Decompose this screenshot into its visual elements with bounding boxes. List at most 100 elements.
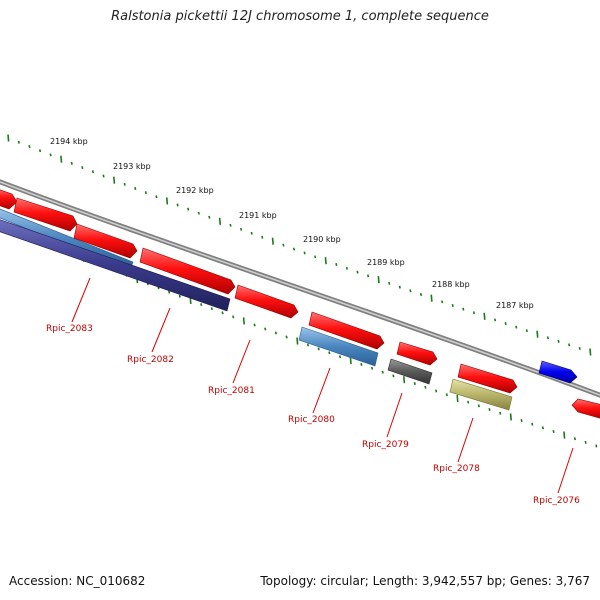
ruler-minor-tick xyxy=(441,300,444,304)
ruler-minor-tick xyxy=(303,251,306,255)
ruler-minor-tick xyxy=(525,329,528,333)
ruler-minor-tick xyxy=(49,153,52,157)
ruler-minor-tick xyxy=(134,187,137,190)
ruler-major-tick xyxy=(349,357,352,365)
ruler-minor-tick xyxy=(285,335,288,339)
cds-arrow xyxy=(234,284,299,319)
ruler-label: 2187 kbp xyxy=(496,301,534,310)
ruler-minor-tick xyxy=(123,182,126,186)
ruler-label: 2189 kbp xyxy=(367,258,405,267)
ruler-minor-tick xyxy=(102,174,105,178)
ruler-minor-tick xyxy=(413,382,416,385)
ruler-minor-tick xyxy=(546,336,550,340)
feature-dark-blue-long xyxy=(0,219,231,312)
ruler-major-tick xyxy=(563,431,566,439)
callout-line xyxy=(232,339,251,384)
ruler-minor-tick xyxy=(515,325,518,329)
ruler-minor-tick xyxy=(314,255,317,259)
cds-arrow xyxy=(0,189,18,210)
ruler-major-tick xyxy=(456,394,459,403)
ruler-major-tick xyxy=(430,294,433,302)
ruler-minor-tick xyxy=(253,323,256,327)
ruler-minor-tick xyxy=(240,227,243,231)
ruler-minor-tick xyxy=(229,223,232,227)
cds-arrow xyxy=(457,363,518,394)
ruler-minor-tick xyxy=(488,408,491,412)
ruler-minor-tick xyxy=(91,170,95,174)
ruler-minor-tick xyxy=(70,161,73,165)
ruler-minor-tick xyxy=(17,140,20,144)
ruler-major-tick xyxy=(60,155,63,163)
ruler-minor-tick xyxy=(552,429,555,433)
ruler-label: 2193 kbp xyxy=(113,162,151,171)
ruler-minor-tick xyxy=(274,331,278,335)
ruler-minor-tick xyxy=(306,343,310,347)
ruler-minor-tick xyxy=(155,195,158,199)
cds-arrow xyxy=(13,197,78,232)
ruler-minor-tick xyxy=(345,266,348,270)
gene-label[interactable]: Rpic_2078 xyxy=(433,464,480,474)
ruler-minor-tick xyxy=(595,444,598,448)
ruler-minor-tick xyxy=(292,247,296,251)
ruler-minor-tick xyxy=(541,426,544,430)
ruler-minor-tick xyxy=(250,231,253,235)
gene-bar-steel-blue xyxy=(298,326,379,367)
ruler-minor-tick xyxy=(197,211,200,215)
ruler-minor-tick xyxy=(445,393,448,397)
ruler-major-tick xyxy=(218,217,222,225)
ruler-major-tick xyxy=(296,337,299,345)
ruler-minor-tick xyxy=(360,362,363,366)
cds-arrow xyxy=(139,247,236,295)
ruler-minor-tick xyxy=(499,411,502,415)
ruler-major-tick xyxy=(509,413,512,421)
ruler-minor-tick xyxy=(232,315,235,319)
ruler-minor-tick xyxy=(388,281,391,285)
ruler-minor-tick xyxy=(578,346,581,350)
ruler-minor-tick xyxy=(261,235,264,239)
feature-blue-arrow xyxy=(538,360,578,384)
ruler-minor-tick xyxy=(168,290,171,294)
ruler-minor-tick xyxy=(435,389,438,393)
map-title: Ralstonia pickettii 12J chromosome 1, co… xyxy=(111,9,489,24)
callout-line xyxy=(71,277,91,323)
gene-label[interactable]: Rpic_2082 xyxy=(127,355,174,365)
ruler-minor-tick xyxy=(520,419,523,423)
accession-text: Accession: NC_010682 xyxy=(9,574,146,588)
genome-summary-text: Topology: circular; Length: 3,942,557 bp… xyxy=(260,574,590,588)
ruler-major-tick xyxy=(483,312,486,320)
gene-label[interactable]: Rpic_2081 xyxy=(208,386,255,396)
ruler-minor-tick xyxy=(409,289,412,293)
ruler-major-tick xyxy=(377,276,380,284)
gene-label[interactable]: Rpic_2076 xyxy=(533,496,580,506)
ruler-minor-tick xyxy=(557,339,560,343)
gene-label[interactable]: Rpic_2079 xyxy=(362,440,409,450)
ruler-major-tick xyxy=(324,257,327,265)
ruler-minor-tick xyxy=(573,437,577,441)
ruler-minor-tick xyxy=(381,370,384,374)
ruler-minor-tick xyxy=(356,270,359,274)
ruler-minor-tick xyxy=(504,322,507,325)
callout-line xyxy=(151,307,171,353)
ruler-minor-tick xyxy=(584,440,587,444)
ruler-minor-tick xyxy=(328,351,331,355)
cds-arrow xyxy=(73,223,138,259)
backbone-inner xyxy=(0,181,600,396)
ruler-minor-tick xyxy=(28,144,31,148)
gene-label[interactable]: Rpic_2080 xyxy=(288,415,335,425)
gene-label[interactable]: Rpic_2083 xyxy=(46,324,93,334)
gene-callouts xyxy=(71,277,574,494)
ruler-minor-tick xyxy=(338,355,342,359)
ruler-minor-tick xyxy=(210,307,213,311)
ruler-label: 2188 kbp xyxy=(432,280,470,289)
ruler-minor-tick xyxy=(335,263,338,266)
ruler-minor-tick xyxy=(282,243,285,247)
ruler-minor-tick xyxy=(38,149,42,153)
ruler-minor-tick xyxy=(208,215,211,219)
gene-labels: Rpic_2083 Rpic_2082 Rpic_2081 Rpic_2080 … xyxy=(46,324,580,506)
callout-line xyxy=(557,447,574,494)
ruler-minor-tick xyxy=(493,318,497,322)
ruler-label: 2190 kbp xyxy=(303,235,341,244)
ruler-minor-tick xyxy=(467,400,470,404)
ruler-label: 2194 kbp xyxy=(50,137,88,146)
